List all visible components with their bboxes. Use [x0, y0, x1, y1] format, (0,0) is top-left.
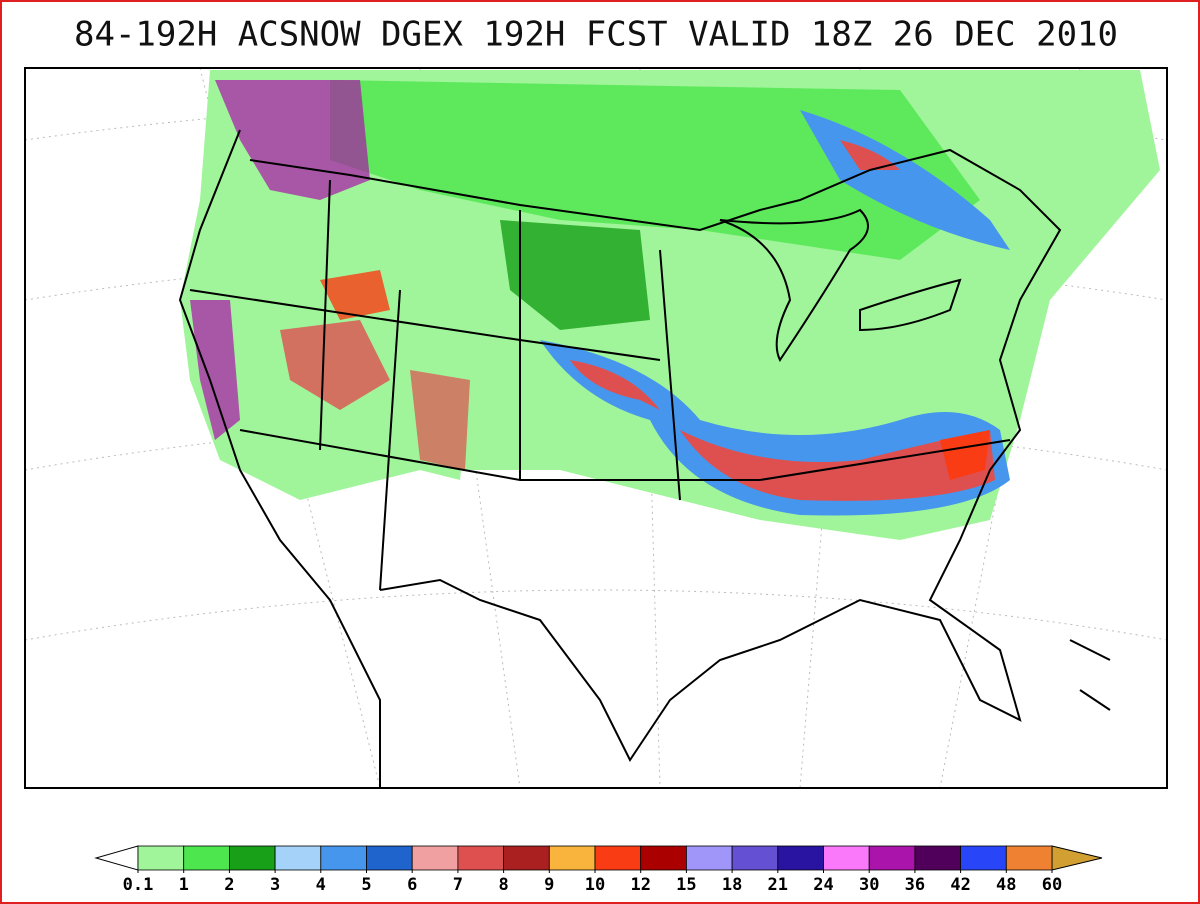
colorbar-box [868, 845, 916, 871]
map [24, 67, 1168, 789]
colorbar-label: 7 [453, 875, 463, 895]
colorbar-box [640, 845, 687, 871]
map-frame [24, 67, 1168, 789]
colorbar-box [960, 845, 1007, 871]
colorbar-label: 15 [676, 875, 696, 895]
colorbar-box [594, 845, 642, 871]
colorbar-label: 9 [544, 875, 554, 895]
colorbar-label: 36 [905, 875, 925, 895]
colorbar-label: 2 [224, 875, 234, 895]
colorbar-box [137, 845, 185, 871]
colorbar-label: 30 [859, 875, 879, 895]
colorbar-label: 42 [950, 875, 970, 895]
colorbar-box [548, 845, 596, 871]
colorbar-box [777, 845, 824, 871]
colorbar-label: 24 [813, 875, 833, 895]
colorbar-label: 18 [722, 875, 742, 895]
colorbar-box [503, 845, 550, 871]
map-title: 84-192H ACSNOW DGEX 192H FCST VALID 18Z … [74, 15, 1118, 55]
colorbar-label: 3 [270, 875, 280, 895]
colorbar-label: 5 [361, 875, 371, 895]
colorbar-label: 48 [996, 875, 1016, 895]
colorbar-box [228, 845, 276, 871]
colorbar-box [686, 845, 733, 871]
colorbar-label: 6 [407, 875, 417, 895]
colorbar-box [366, 845, 413, 871]
colorbar: 0.1 1 2 3 4 5 6 7 8 9 10 12 15 18 21 24 30 36 42 48 60 [94, 845, 1103, 895]
colorbar-box [731, 845, 779, 871]
colorbar-box [320, 845, 367, 871]
colorbar-box [183, 845, 230, 871]
colorbar-label: 1 [179, 875, 189, 895]
colorbar-box [1005, 845, 1053, 871]
colorbar-box [914, 845, 962, 871]
colorbar-box [823, 845, 870, 871]
snowfall-shading [180, 70, 1160, 540]
colorbar-box [457, 845, 504, 871]
colorbar-label: 0.1 [123, 875, 154, 895]
colorbar-box [411, 845, 459, 871]
boundaries [178, 129, 1111, 788]
colorbar-label: 4 [316, 875, 326, 895]
colorbar-label: 21 [768, 875, 788, 895]
colorbar-label: 12 [630, 875, 650, 895]
colorbar-label: 60 [1042, 875, 1062, 895]
colorbar-label: 8 [498, 875, 508, 895]
colorbar-box [274, 845, 322, 871]
colorbar-label: 10 [585, 875, 605, 895]
